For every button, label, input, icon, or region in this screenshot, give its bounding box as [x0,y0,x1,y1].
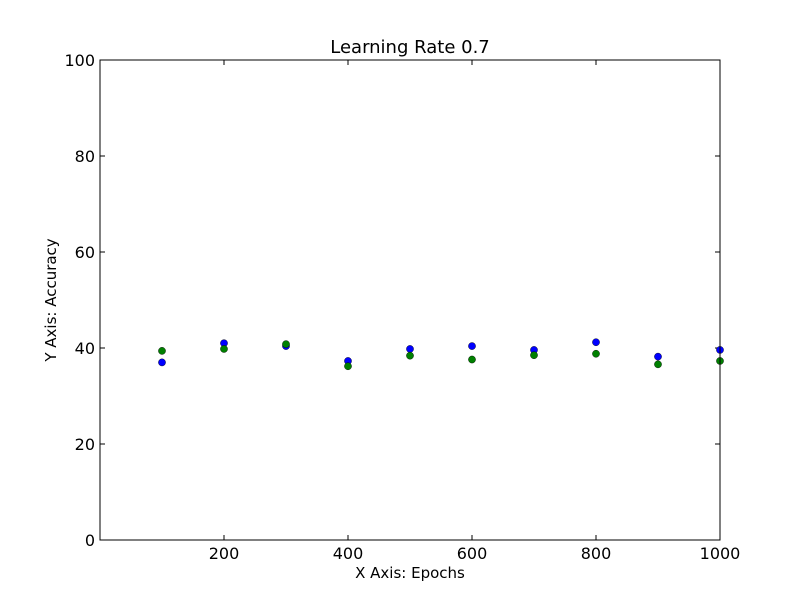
data-point [592,349,600,358]
data-point [406,351,414,360]
series-2 [158,340,724,371]
data-point [158,358,166,367]
ticks-layer: 200 400 600 800 1000 0 20 40 60 80 100 [64,51,740,563]
chart-title: Learning Rate 0.7 [330,37,490,58]
data-point [654,360,662,369]
data-point [406,345,414,353]
data-point [468,342,476,350]
points-layer [158,338,724,371]
y-tick-label: 60 [75,243,95,262]
data-point [530,351,538,360]
data-point [468,355,476,364]
y-tick-label: 20 [75,435,95,454]
data-point [344,362,352,371]
y-tick-label: 80 [75,147,95,166]
x-tick-label: 400 [333,544,364,563]
y-tick-label: 100 [64,51,95,70]
data-point [220,345,228,353]
data-point [592,338,600,347]
x-axis-title: X Axis: Epochs [355,564,465,582]
y-tick-label: 40 [75,339,95,358]
x-tick-label: 800 [581,544,612,563]
y-axis-title: Y Axis: Accuracy [42,238,60,362]
x-tick-label: 200 [209,544,240,563]
plot-frame [99,59,721,541]
data-point [158,347,166,355]
x-tick-label: 1000 [700,544,741,563]
x-tick-label: 600 [457,544,488,563]
data-point [654,352,662,361]
y-tick-label: 0 [85,531,95,550]
series-1 [158,338,724,367]
data-point [282,340,290,348]
